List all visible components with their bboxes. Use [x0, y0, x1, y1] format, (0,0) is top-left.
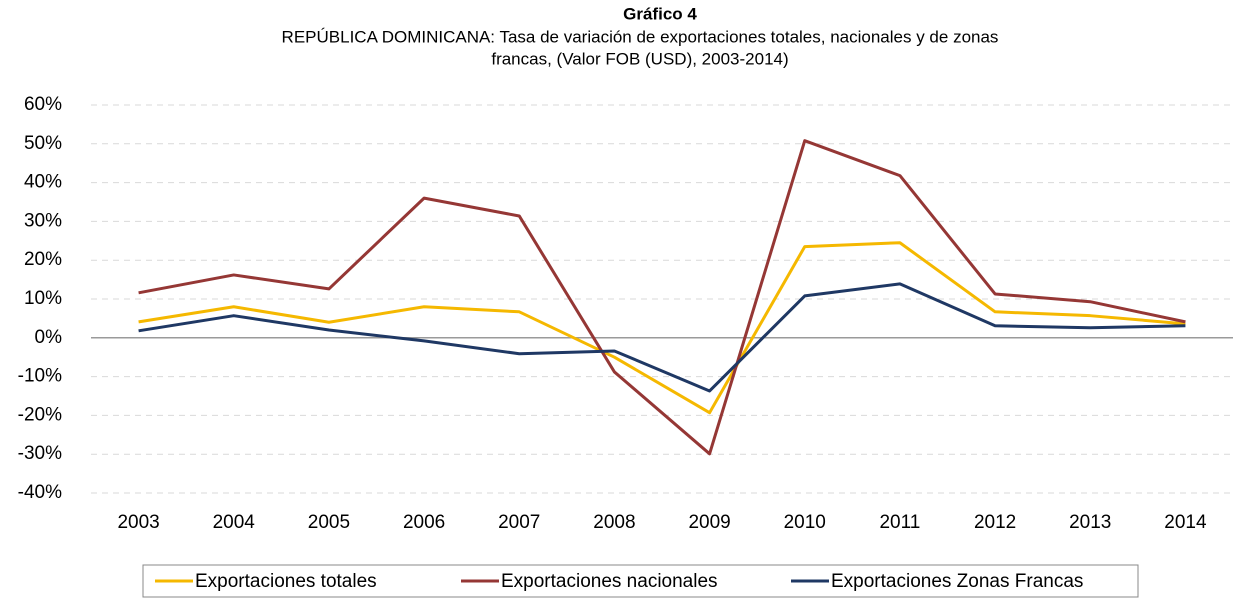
series-line [138, 282, 1186, 393]
y-tick-label: -30% [18, 443, 62, 464]
x-tick-label: 2014 [1164, 512, 1207, 533]
y-tick-label: -20% [18, 404, 62, 425]
y-tick-label: 30% [24, 210, 62, 231]
y-tick-label: 50% [24, 133, 62, 154]
x-tick-label: 2008 [593, 512, 635, 533]
legend-label: Exportaciones totales [195, 571, 377, 592]
x-tick-label: 2005 [308, 512, 350, 533]
y-tick-label: 0% [35, 327, 63, 348]
y-tick-label: 20% [24, 249, 62, 270]
y-tick-label: -40% [18, 482, 62, 503]
x-tick-label: 2007 [498, 512, 540, 533]
chart-title: Gráfico 4 [623, 4, 697, 23]
y-tick-label: -10% [18, 366, 62, 387]
y-tick-label: 40% [24, 172, 62, 193]
x-tick-label: 2009 [688, 512, 730, 533]
x-tick-label: 2012 [974, 512, 1016, 533]
x-tick-label: 2013 [1069, 512, 1111, 533]
series-line [138, 139, 1186, 456]
y-tick-label: 60% [24, 94, 62, 115]
x-tick-label: 2011 [879, 512, 920, 533]
legend-box [142, 564, 1139, 598]
chart-subtitle: francas, (Valor FOB (USD), 2003-2014) [491, 49, 788, 68]
y-tick-label: 10% [24, 288, 62, 309]
x-tick-label: 2010 [784, 512, 826, 533]
series-line [138, 241, 1186, 415]
x-tick-label: 2004 [213, 512, 256, 533]
chart-subtitle: REPÚBLICA DOMINICANA: Tasa de variación … [282, 27, 999, 46]
x-tick-label: 2003 [117, 512, 159, 533]
legend-label: Exportaciones Zonas Francas [831, 571, 1083, 592]
x-tick-label: 2006 [403, 512, 445, 533]
legend-label: Exportaciones nacionales [501, 571, 718, 592]
